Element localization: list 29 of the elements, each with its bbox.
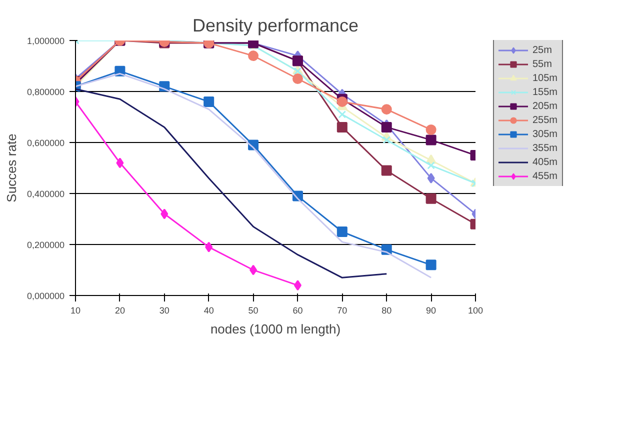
- legend-label: 155m: [532, 86, 558, 99]
- x-tick-label: 20: [114, 306, 125, 316]
- legend-label: 305m: [532, 128, 558, 141]
- x-tick-label: 80: [382, 306, 392, 316]
- y-tick-label: 0,000000: [26, 291, 65, 301]
- x-tick-label: 10: [70, 306, 81, 316]
- y-tick-label: 0,800000: [26, 87, 65, 97]
- legend-label: 455m: [532, 170, 558, 183]
- legend-label: 25m: [532, 44, 552, 57]
- legend-label: 255m: [532, 114, 558, 127]
- chart-title: Density performance: [192, 16, 359, 36]
- x-tick-label: 30: [159, 306, 170, 316]
- legend-label: 205m: [532, 100, 558, 113]
- x-tick-label: 40: [204, 306, 214, 316]
- y-tick-label: 0,400000: [26, 189, 65, 199]
- legend-label: 355m: [532, 142, 558, 155]
- y-tick-label: 1,000000: [26, 36, 65, 46]
- legend-label: 405m: [532, 156, 558, 169]
- legend-label: 105m: [532, 72, 558, 85]
- x-tick-label: 50: [248, 306, 258, 316]
- y-axis-title: Succes rate: [4, 134, 19, 202]
- x-tick-label: 70: [337, 306, 348, 316]
- legend-label: 55m: [532, 58, 552, 71]
- y-tick-label: 0,200000: [26, 240, 65, 250]
- y-tick-label: 0,600000: [26, 138, 65, 148]
- x-axis-title: nodes (1000 m length): [210, 322, 341, 336]
- x-tick-label: 90: [426, 306, 436, 316]
- x-tick-label: 100: [468, 306, 484, 316]
- x-tick-label: 60: [292, 306, 303, 316]
